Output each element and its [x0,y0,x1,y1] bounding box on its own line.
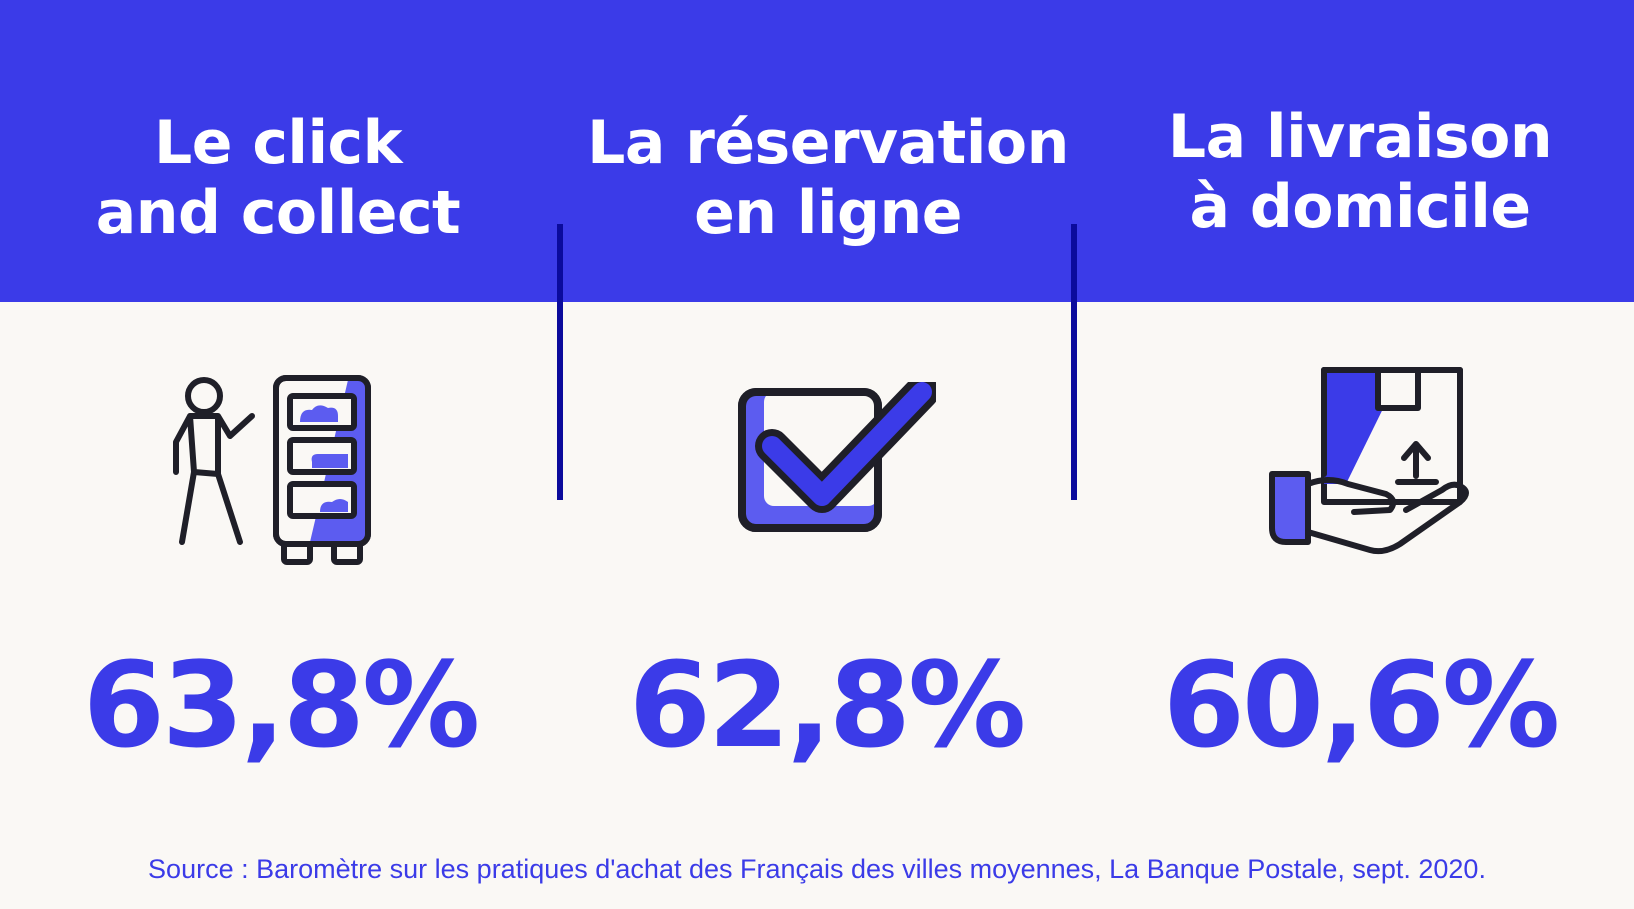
column-title-line1: La réservation [587,108,1069,178]
person-locker-icon [160,372,380,572]
column-title-line2: en ligne [694,178,962,248]
percentage-click-collect: 63,8% [82,636,480,774]
column-title-line1: Le click [154,108,402,178]
column-divider-left [557,224,563,500]
column-title-reservation: La réservation en ligne [568,108,1088,248]
column-divider-right [1071,224,1077,500]
checkbox-checked-icon [736,375,939,542]
source-footnote: Source : Baromètre sur les pratiques d'a… [148,854,1486,884]
column-title-line2: and collect [95,178,461,248]
hand-package-icon [1266,364,1476,564]
column-title-line2: à domicile [1189,172,1531,242]
column-title-line1: La livraison [1167,102,1553,172]
percentage-livraison: 60,6% [1162,636,1560,774]
percentage-reservation: 62,8% [628,636,1026,774]
header-band [0,0,1634,302]
column-title-livraison: La livraison à domicile [1100,102,1620,242]
column-title-click-collect: Le click and collect [18,108,538,248]
